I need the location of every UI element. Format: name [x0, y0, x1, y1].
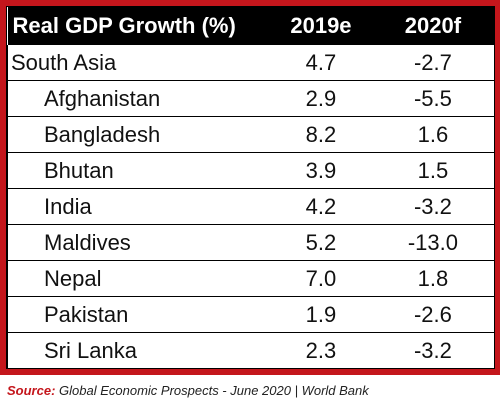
value-2020f: -2.6 [371, 296, 494, 333]
column-header-2019e: 2019e [270, 7, 372, 45]
table-row: India 4.2 -3.2 [7, 188, 494, 225]
table-row: Maldives 5.2 -13.0 [7, 224, 494, 261]
table-row: Sri Lanka 2.3 -3.2 [7, 332, 495, 368]
table-row: Afghanistan 2.9 -5.5 [7, 80, 494, 117]
table-row: Pakistan 1.9 -2.6 [7, 296, 494, 333]
value-2019e: 4.2 [270, 188, 372, 225]
value-2020f: 1.6 [371, 116, 494, 153]
value-2020f: -3.2 [371, 188, 494, 225]
row-label: Sri Lanka [7, 332, 271, 368]
gdp-growth-table: Real GDP Growth (%) 2019e 2020f South As… [7, 7, 494, 368]
table-header: Real GDP Growth (%) 2019e 2020f [7, 7, 494, 45]
row-label: India [7, 188, 271, 225]
row-label: Pakistan [7, 296, 271, 333]
row-label: Maldives [7, 224, 271, 261]
column-header-2020f: 2020f [371, 7, 494, 45]
table-row: Bhutan 3.9 1.5 [7, 152, 494, 189]
source-text: Global Economic Prospects - June 2020 | … [55, 383, 369, 398]
row-label: Bhutan [7, 152, 271, 189]
table-row: Bangladesh 8.2 1.6 [7, 116, 494, 153]
table-row: South Asia 4.7 -2.7 [7, 45, 494, 81]
value-2020f: -13.0 [371, 224, 494, 261]
header-row: Real GDP Growth (%) 2019e 2020f [7, 7, 494, 45]
source-label: Source: [7, 383, 56, 398]
row-label: South Asia [7, 45, 271, 81]
value-2019e: 2.9 [270, 80, 372, 117]
value-2020f: -3.2 [413, 337, 452, 363]
source-note: Source: Global Economic Prospects - June… [7, 383, 369, 398]
table-body: South Asia 4.7 -2.7 Afghanistan 2.9 -5.5 Bangl… [7, 45, 495, 368]
value-2020f: 1.8 [371, 260, 494, 297]
table-container: Real GDP Growth (%) 2019e 2020f South As… [6, 6, 495, 369]
table-frame: Real GDP Growth (%) 2019e 2020f South As… [0, 0, 500, 375]
value-2020f: 1.5 [371, 152, 494, 189]
row-label: Nepal [7, 260, 271, 297]
column-header-indicator: Real GDP Growth (%) [7, 7, 271, 45]
value-2019e: 8.2 [270, 116, 372, 153]
table-row: Nepal 7.0 1.8 [7, 260, 494, 297]
value-2019e: 7.0 [270, 260, 372, 297]
value-2020f: -2.7 [371, 45, 494, 81]
value-2019e: 4.7 [270, 45, 372, 81]
value-2019e: 3.9 [270, 152, 372, 189]
value-2019e: 5.2 [270, 224, 372, 261]
value-2020f: -5.5 [371, 80, 494, 117]
value-2019e: 1.9 [270, 296, 372, 333]
row-label: Afghanistan [7, 80, 271, 117]
value-2019e: 2.3 [305, 337, 337, 363]
row-label: Bangladesh [7, 116, 271, 153]
